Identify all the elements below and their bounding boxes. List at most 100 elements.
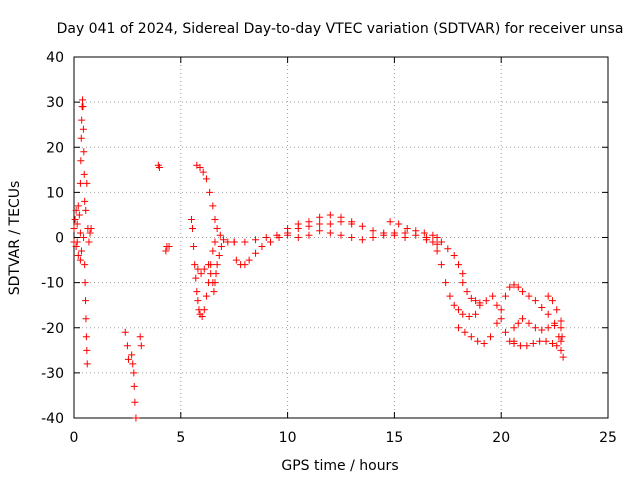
data-point: [467, 294, 475, 302]
y-tick-label: -20: [41, 321, 64, 337]
data-point: [76, 179, 84, 187]
data-point: [472, 297, 480, 305]
data-point: [358, 236, 366, 244]
data-point: [210, 288, 218, 296]
data-point: [544, 324, 552, 332]
data-point: [80, 148, 88, 156]
data-point: [386, 218, 394, 226]
data-point: [437, 261, 445, 269]
data-point: [472, 310, 480, 318]
data-point: [70, 224, 78, 232]
data-point: [128, 351, 136, 359]
data-point: [87, 224, 95, 232]
data-point: [74, 252, 82, 260]
data-point: [216, 231, 224, 239]
chart-title: Day 041 of 2024, Sidereal Day-to-day VTE…: [57, 21, 624, 37]
y-tick-labels: -40 -30 -20 -10 0 10 20 30 40: [41, 50, 64, 427]
data-point: [82, 297, 90, 305]
data-point: [71, 215, 79, 223]
data-point: [403, 224, 411, 232]
data-point: [551, 321, 559, 329]
data-point: [390, 229, 398, 237]
data-point: [202, 175, 210, 183]
data-point: [380, 231, 388, 239]
data-point: [348, 234, 356, 241]
data-point: [73, 238, 81, 246]
data-point: [232, 256, 240, 264]
y-tick-label: -10: [41, 276, 64, 292]
data-point: [316, 220, 324, 228]
data-point: [433, 234, 441, 241]
data-point: [194, 265, 202, 273]
data-point: [487, 333, 495, 341]
data-point: [450, 301, 458, 309]
y-tick-label: 0: [55, 231, 64, 247]
y-tick-label: 30: [46, 95, 64, 111]
data-point: [200, 306, 208, 314]
data-point: [83, 360, 91, 368]
data-point: [211, 238, 219, 246]
data-point: [519, 288, 527, 296]
data-point: [79, 103, 87, 111]
data-point: [72, 206, 80, 214]
data-point: [548, 297, 556, 305]
data-point: [525, 292, 533, 300]
data-point: [206, 188, 214, 196]
data-point: [476, 299, 484, 307]
data-point: [192, 274, 200, 282]
axis-ticks: [73, 56, 609, 419]
data-point: [459, 310, 467, 318]
data-point: [467, 333, 475, 341]
y-tick-label: -30: [41, 366, 64, 382]
data-point: [86, 229, 94, 237]
data-point: [284, 231, 292, 239]
data-point: [369, 234, 377, 241]
data-point: [531, 297, 539, 305]
data-point: [489, 292, 497, 300]
data-point: [454, 261, 462, 269]
data-point: [202, 292, 210, 300]
data-point: [190, 243, 198, 251]
x-tick-labels: 0 5 10 15 20 25: [70, 430, 617, 446]
x-tick-label: 25: [599, 430, 617, 446]
data-point: [433, 240, 441, 248]
data-point: [196, 164, 204, 172]
data-point: [76, 229, 84, 237]
data-point: [83, 346, 91, 354]
grid-lines: [74, 57, 608, 418]
data-point: [76, 256, 84, 264]
data-point: [80, 234, 88, 241]
data-point: [420, 229, 428, 237]
data-point: [209, 247, 217, 255]
y-axis-label: SDTVAR / TECUs: [7, 181, 23, 296]
data-point: [531, 324, 539, 332]
data-point: [369, 227, 377, 235]
data-point: [501, 292, 509, 300]
data-point: [480, 340, 488, 348]
data-point: [548, 340, 556, 348]
data-point: [450, 252, 458, 260]
data-point: [131, 398, 139, 406]
data-point: [162, 247, 170, 255]
data-point: [337, 213, 345, 221]
data-point: [429, 231, 437, 239]
data-point: [245, 256, 253, 264]
data-points: [70, 96, 567, 422]
data-point: [557, 346, 565, 354]
data-point: [205, 261, 213, 269]
data-point: [525, 319, 533, 327]
data-point: [459, 270, 467, 278]
x-tick-label: 0: [70, 430, 79, 446]
data-point: [553, 342, 561, 350]
data-point: [514, 319, 522, 327]
data-point: [497, 306, 505, 314]
data-point: [199, 168, 207, 176]
data-point: [514, 283, 522, 291]
data-point: [213, 261, 221, 269]
x-tick-label: 15: [385, 430, 403, 446]
data-point: [542, 337, 550, 345]
data-point: [273, 231, 281, 239]
data-point: [294, 220, 302, 228]
x-tick-label: 20: [492, 430, 510, 446]
data-point: [459, 279, 467, 287]
